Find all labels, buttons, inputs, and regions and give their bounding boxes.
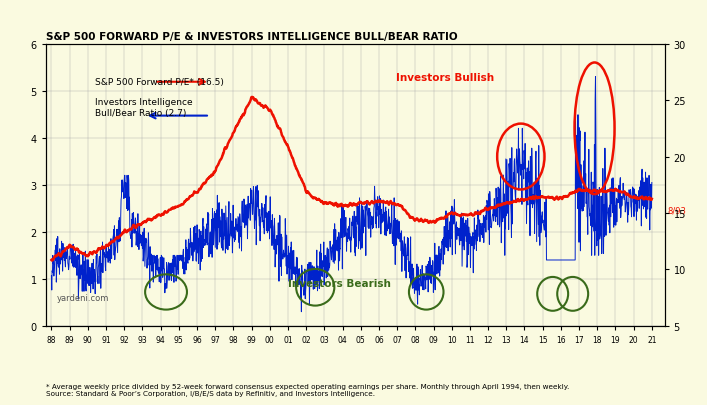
Text: yardeni.com: yardeni.com [57,294,110,303]
Text: S&P 500 Forward P/E* (16.5): S&P 500 Forward P/E* (16.5) [95,78,224,87]
Text: Investors Bullish: Investors Bullish [396,73,494,83]
Text: Investors Intelligence
Bull/Bear Ratio (2.7): Investors Intelligence Bull/Bear Ratio (… [95,98,193,117]
Text: 8/93: 8/93 [667,206,686,215]
Text: * Average weekly price divided by 52-week forward consensus expected operating e: * Average weekly price divided by 52-wee… [46,383,569,396]
Text: Investors Bearish: Investors Bearish [288,279,391,289]
Text: S&P 500 FORWARD P/E & INVESTORS INTELLIGENCE BULL/BEAR RATIO: S&P 500 FORWARD P/E & INVESTORS INTELLIG… [46,32,457,43]
